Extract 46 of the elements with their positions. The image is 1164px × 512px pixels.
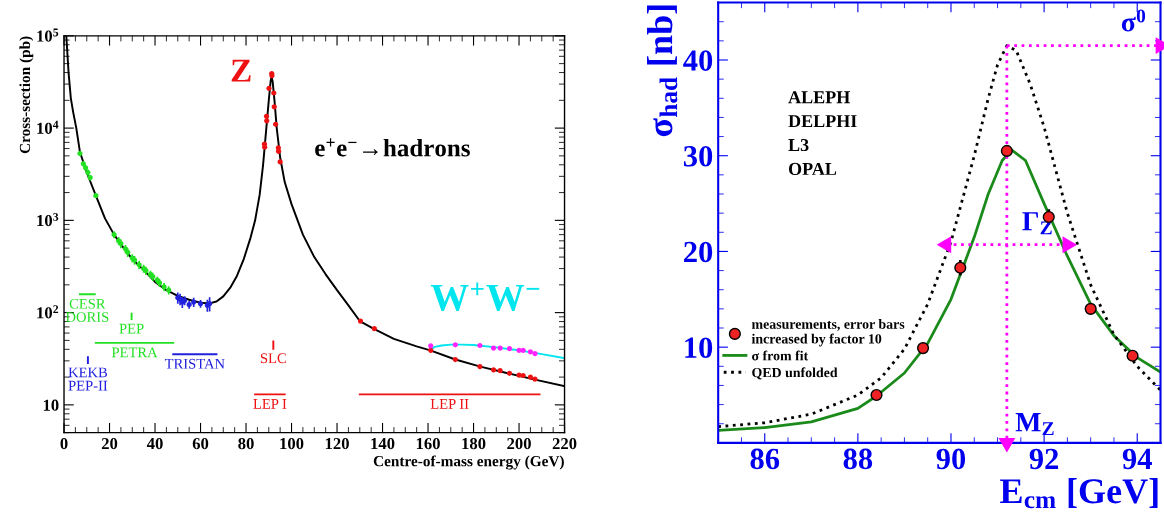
x-tick-label: 180 (462, 437, 486, 450)
series-label: LEP I (253, 399, 287, 409)
legend-label: QED unfolded (752, 367, 838, 380)
series-label: Z (231, 59, 251, 82)
series-label: KEKB PEP-II (68, 367, 108, 391)
series-label: TRISTAN (164, 358, 225, 369)
x-tick-label: 90 (936, 448, 966, 470)
x-tick-label: 100 (280, 437, 304, 450)
x-axis-title: Centre-of-mass energy (GeV) (373, 455, 564, 470)
series-label: PETRA (111, 347, 158, 358)
y-axis-title: Cross-section (pb) (19, 36, 34, 154)
annotation: e$^{+}$e$^{−}$→hadrons (315, 138, 470, 157)
y-tick-label: 10$^{4}$ (37, 120, 59, 134)
series-label: SLC (260, 353, 286, 364)
annotation: ALEPH DELPHI L3 OPAL (788, 91, 857, 175)
x-tick-label: 20 (101, 437, 118, 450)
y-tick-label: 10 (43, 399, 59, 411)
y-tick-label: 30 (683, 146, 713, 167)
series-label: W$^{+}$W$^{−}$ (430, 282, 540, 311)
legend-label: σ from fit (752, 350, 809, 361)
x-tick-label: 40 (146, 437, 163, 450)
x-tick-label: 60 (192, 437, 209, 450)
series-label: LEP II (430, 399, 469, 409)
y-tick-label: 10$^{3}$ (37, 212, 59, 227)
series-label: PEP (119, 323, 144, 334)
x-tick-label: 160 (416, 437, 440, 450)
x-axis-title: E$_{cm}$ [GeV] (1000, 478, 1158, 509)
y-axis-title: σ$_{had}$ [nb] (647, 5, 678, 137)
x-tick-label: 88 (843, 448, 873, 470)
series-label: CESR DORIS (65, 298, 109, 322)
x-tick-label: 80 (238, 437, 254, 450)
x-tick-label: 94 (1122, 448, 1152, 470)
x-tick-label: 200 (507, 437, 531, 450)
x-tick-label: 86 (750, 448, 780, 470)
x-tick-label: 92 (1029, 448, 1059, 470)
x-tick-label: 140 (371, 437, 395, 450)
y-tick-label: 10 (685, 337, 713, 359)
y-tick-label: 40 (683, 50, 713, 71)
y-tick-label: 10$^{5}$ (37, 28, 59, 42)
x-tick-label: 220 (552, 437, 577, 450)
y-tick-label: 10$^{2}$ (37, 305, 59, 319)
series-label: M$_{Z}$ (1015, 413, 1054, 436)
x-tick-label: 120 (325, 437, 349, 450)
x-tick-label: 0 (60, 437, 68, 450)
series-label: σ$^{0}$ (1121, 9, 1146, 32)
y-tick-label: 20 (684, 241, 713, 263)
